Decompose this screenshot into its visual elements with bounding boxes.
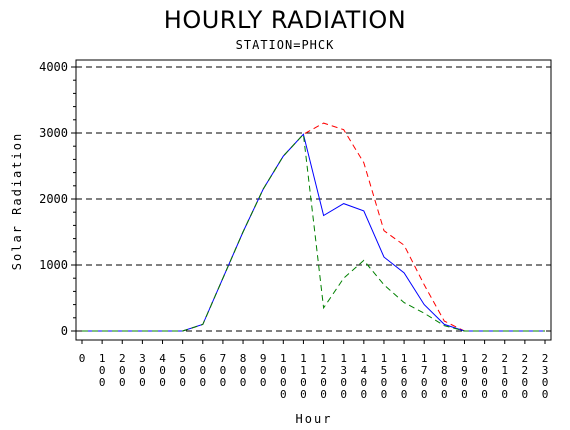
x-tick-label: 0 bbox=[361, 376, 368, 389]
x-tick-label: 6 bbox=[199, 352, 206, 365]
x-tick-label: 0 bbox=[280, 376, 287, 389]
x-tick-label: 0 bbox=[320, 388, 327, 401]
x-tick-label: 1 bbox=[300, 364, 307, 377]
x-tick-label: 4 bbox=[159, 352, 166, 365]
series-line-2 bbox=[82, 133, 545, 332]
x-tick-label: 0 bbox=[240, 376, 247, 389]
x-tick-label: 2 bbox=[522, 352, 529, 365]
y-axis-label: Solar Radiation bbox=[10, 132, 24, 270]
x-tick-label: 0 bbox=[542, 376, 549, 389]
x-tick-label: 1 bbox=[340, 352, 347, 365]
y-tick-label: 3000 bbox=[39, 126, 68, 140]
x-tick-label: 0 bbox=[240, 364, 247, 377]
x-tick-label: 3 bbox=[542, 364, 549, 377]
x-tick-label: 0 bbox=[401, 388, 408, 401]
x-tick-label: 1 bbox=[320, 352, 327, 365]
x-tick-label: 0 bbox=[220, 364, 227, 377]
x-tick-label: 0 bbox=[522, 376, 529, 389]
x-tick-label: 0 bbox=[199, 364, 206, 377]
x-tick-label: 9 bbox=[461, 364, 468, 377]
x-tick-label: 1 bbox=[441, 352, 448, 365]
y-tick-label: 4000 bbox=[39, 60, 68, 74]
x-tick-label: 7 bbox=[220, 352, 227, 365]
x-tick-label: 5 bbox=[179, 352, 186, 365]
x-tick-label: 3 bbox=[139, 352, 146, 365]
x-tick-label: 0 bbox=[300, 388, 307, 401]
x-tick-label: 0 bbox=[461, 388, 468, 401]
x-tick-label: 2 bbox=[481, 352, 488, 365]
x-tick-label: 1 bbox=[99, 352, 106, 365]
x-tick-label: 2 bbox=[320, 364, 327, 377]
x-tick-label: 4 bbox=[361, 364, 368, 377]
x-tick-label: 0 bbox=[300, 376, 307, 389]
x-tick-label: 0 bbox=[501, 388, 508, 401]
x-tick-label: 2 bbox=[119, 352, 126, 365]
x-tick-label: 0 bbox=[159, 376, 166, 389]
x-tick-label: 0 bbox=[179, 376, 186, 389]
x-tick-label: 0 bbox=[481, 376, 488, 389]
x-tick-label: 7 bbox=[421, 364, 428, 377]
x-tick-label: 5 bbox=[381, 364, 388, 377]
x-tick-label: 0 bbox=[139, 364, 146, 377]
y-tick-label: 0 bbox=[61, 324, 68, 338]
x-tick-label: 0 bbox=[441, 376, 448, 389]
x-tick-label: 0 bbox=[481, 388, 488, 401]
x-tick-label: 1 bbox=[461, 352, 468, 365]
x-tick-label: 0 bbox=[381, 388, 388, 401]
x-tick-label: 0 bbox=[99, 364, 106, 377]
y-tick-label: 1000 bbox=[39, 258, 68, 272]
x-tick-label: 1 bbox=[381, 352, 388, 365]
x-tick-label: 0 bbox=[199, 376, 206, 389]
x-tick-label: 1 bbox=[361, 352, 368, 365]
x-tick-label: 2 bbox=[542, 352, 549, 365]
y-tick-label: 2000 bbox=[39, 192, 68, 206]
x-tick-label: 0 bbox=[361, 388, 368, 401]
x-tick-label: 1 bbox=[300, 352, 307, 365]
x-tick-label: 8 bbox=[240, 352, 247, 365]
x-tick-label: 0 bbox=[260, 364, 267, 377]
series-line-1 bbox=[82, 122, 545, 332]
x-tick-label: 0 bbox=[340, 376, 347, 389]
x-tick-label: 2 bbox=[522, 364, 529, 377]
x-tick-label: 3 bbox=[340, 364, 347, 377]
x-tick-label: 1 bbox=[401, 352, 408, 365]
x-tick-label: 1 bbox=[280, 352, 287, 365]
x-tick-label: 1 bbox=[421, 352, 428, 365]
x-tick-label: 0 bbox=[441, 388, 448, 401]
x-tick-label: 8 bbox=[441, 364, 448, 377]
chart-subtitle: STATION=PHCK bbox=[235, 38, 335, 52]
x-tick-label: 0 bbox=[421, 388, 428, 401]
x-tick-label: 0 bbox=[119, 376, 126, 389]
x-tick-label: 2 bbox=[501, 352, 508, 365]
chart-title: HOURLY RADIATION bbox=[163, 6, 407, 34]
x-tick-label: 0 bbox=[461, 376, 468, 389]
x-tick-label: 0 bbox=[542, 388, 549, 401]
x-axis-label: Hour bbox=[296, 412, 333, 426]
x-tick-label: 0 bbox=[159, 364, 166, 377]
x-tick-label: 0 bbox=[481, 364, 488, 377]
x-tick-label: 0 bbox=[320, 376, 327, 389]
x-tick-label: 0 bbox=[220, 376, 227, 389]
x-tick-label: 1 bbox=[501, 364, 508, 377]
x-tick-label: 0 bbox=[381, 376, 388, 389]
x-tick-label: 0 bbox=[260, 376, 267, 389]
plot-frame bbox=[75, 59, 552, 341]
x-tick-label: 0 bbox=[119, 364, 126, 377]
x-tick-label: 0 bbox=[79, 352, 86, 365]
x-tick-label: 0 bbox=[421, 376, 428, 389]
x-tick-label: 0 bbox=[522, 388, 529, 401]
x-tick-label: 0 bbox=[401, 376, 408, 389]
x-tick-label: 0 bbox=[280, 364, 287, 377]
x-tick-label: 0 bbox=[99, 376, 106, 389]
x-tick-label: 9 bbox=[260, 352, 267, 365]
x-tick-label: 0 bbox=[280, 388, 287, 401]
x-tick-label: 6 bbox=[401, 364, 408, 377]
x-tick-label: 0 bbox=[179, 364, 186, 377]
x-tick-label: 0 bbox=[139, 376, 146, 389]
x-tick-label: 0 bbox=[340, 388, 347, 401]
x-tick-label: 0 bbox=[501, 376, 508, 389]
series-line-3 bbox=[82, 133, 545, 332]
